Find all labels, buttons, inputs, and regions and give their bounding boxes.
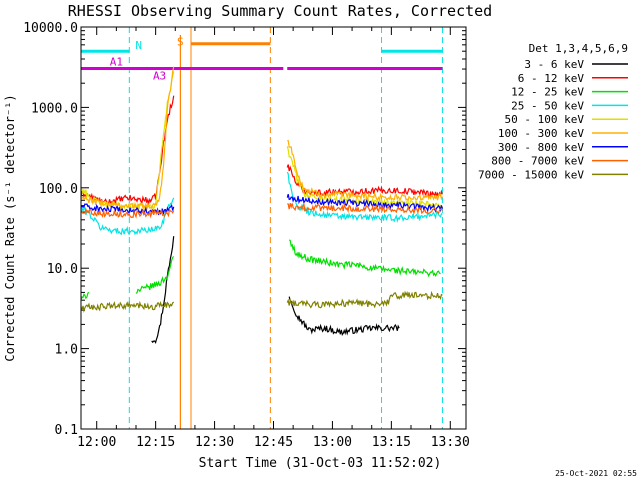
y-tick-label: 1000.0	[31, 101, 78, 116]
generation-timestamp: 25-Oct-2021 02:55	[555, 469, 637, 478]
attenuator-label: A3	[153, 69, 166, 82]
y-tick-label: 10000.0	[23, 21, 78, 36]
plot-area: 0.1 1.0 10.0 100.0 1000.0 10000.0 12:00 12:15 12…	[23, 21, 470, 450]
series-line-7000-15000-keV	[286, 290, 443, 309]
series-line-300-800-keV	[286, 193, 443, 213]
series-line-12-25-keV	[80, 291, 90, 302]
legend-label: 3 - 6 keV	[524, 58, 584, 71]
series-line-3-6-keV	[288, 296, 400, 337]
series-line-12-25-keV	[135, 256, 175, 294]
x-axis-label: Start Time (31-Oct-03 11:52:02)	[199, 456, 442, 471]
x-tick-label: 12:15	[136, 435, 175, 450]
series-line-7000-15000-keV	[80, 300, 175, 314]
legend-label: 300 - 800 keV	[498, 141, 584, 154]
series-line-25-50-keV	[80, 197, 175, 236]
series-line-100-300-keV	[80, 66, 175, 211]
series-line-100-300-keV	[287, 140, 443, 202]
legend-label: 25 - 50 keV	[511, 99, 584, 112]
legend-label: 100 - 300 keV	[498, 127, 584, 140]
legend-label: 800 - 7000 keV	[491, 155, 584, 168]
legend-label: 6 - 12 keV	[518, 72, 585, 85]
y-tick-label: 100.0	[39, 182, 78, 197]
y-tick-label: 10.0	[47, 262, 78, 277]
x-tick-label: 12:45	[254, 435, 293, 450]
series-line-800-7000-keV	[287, 202, 443, 216]
attenuator-label: A1	[110, 55, 123, 68]
plot-frame	[80, 26, 467, 430]
series-line-800-7000-keV	[80, 207, 175, 219]
series-line-50-100-keV	[286, 146, 443, 210]
y-axis-label: Corrected Count Rate (s⁻¹ detector⁻¹)	[3, 94, 17, 361]
y-tick-label: 1.0	[55, 343, 78, 358]
series-line-3-6-keV	[151, 236, 175, 345]
series-line-25-50-keV	[286, 171, 443, 223]
x-tick-label: 13:15	[372, 435, 411, 450]
legend-label: 12 - 25 keV	[511, 86, 584, 99]
legend-label: 50 - 100 keV	[505, 113, 585, 126]
night-label: N	[135, 39, 142, 52]
y-tick-label: 0.1	[55, 423, 78, 438]
legend-label: 7000 - 15000 keV	[478, 168, 584, 181]
x-tick-label: 13:00	[313, 435, 352, 450]
saa-label: S	[177, 36, 184, 49]
x-tick-label: 12:00	[77, 435, 116, 450]
legend-title: Det 1,3,4,5,6,9	[529, 42, 628, 55]
x-tick-label: 12:30	[195, 435, 234, 450]
chart-title: RHESSI Observing Summary Count Rates, Co…	[68, 2, 492, 20]
x-tick-label: 13:30	[431, 435, 470, 450]
series-line-12-25-keV	[288, 239, 441, 278]
